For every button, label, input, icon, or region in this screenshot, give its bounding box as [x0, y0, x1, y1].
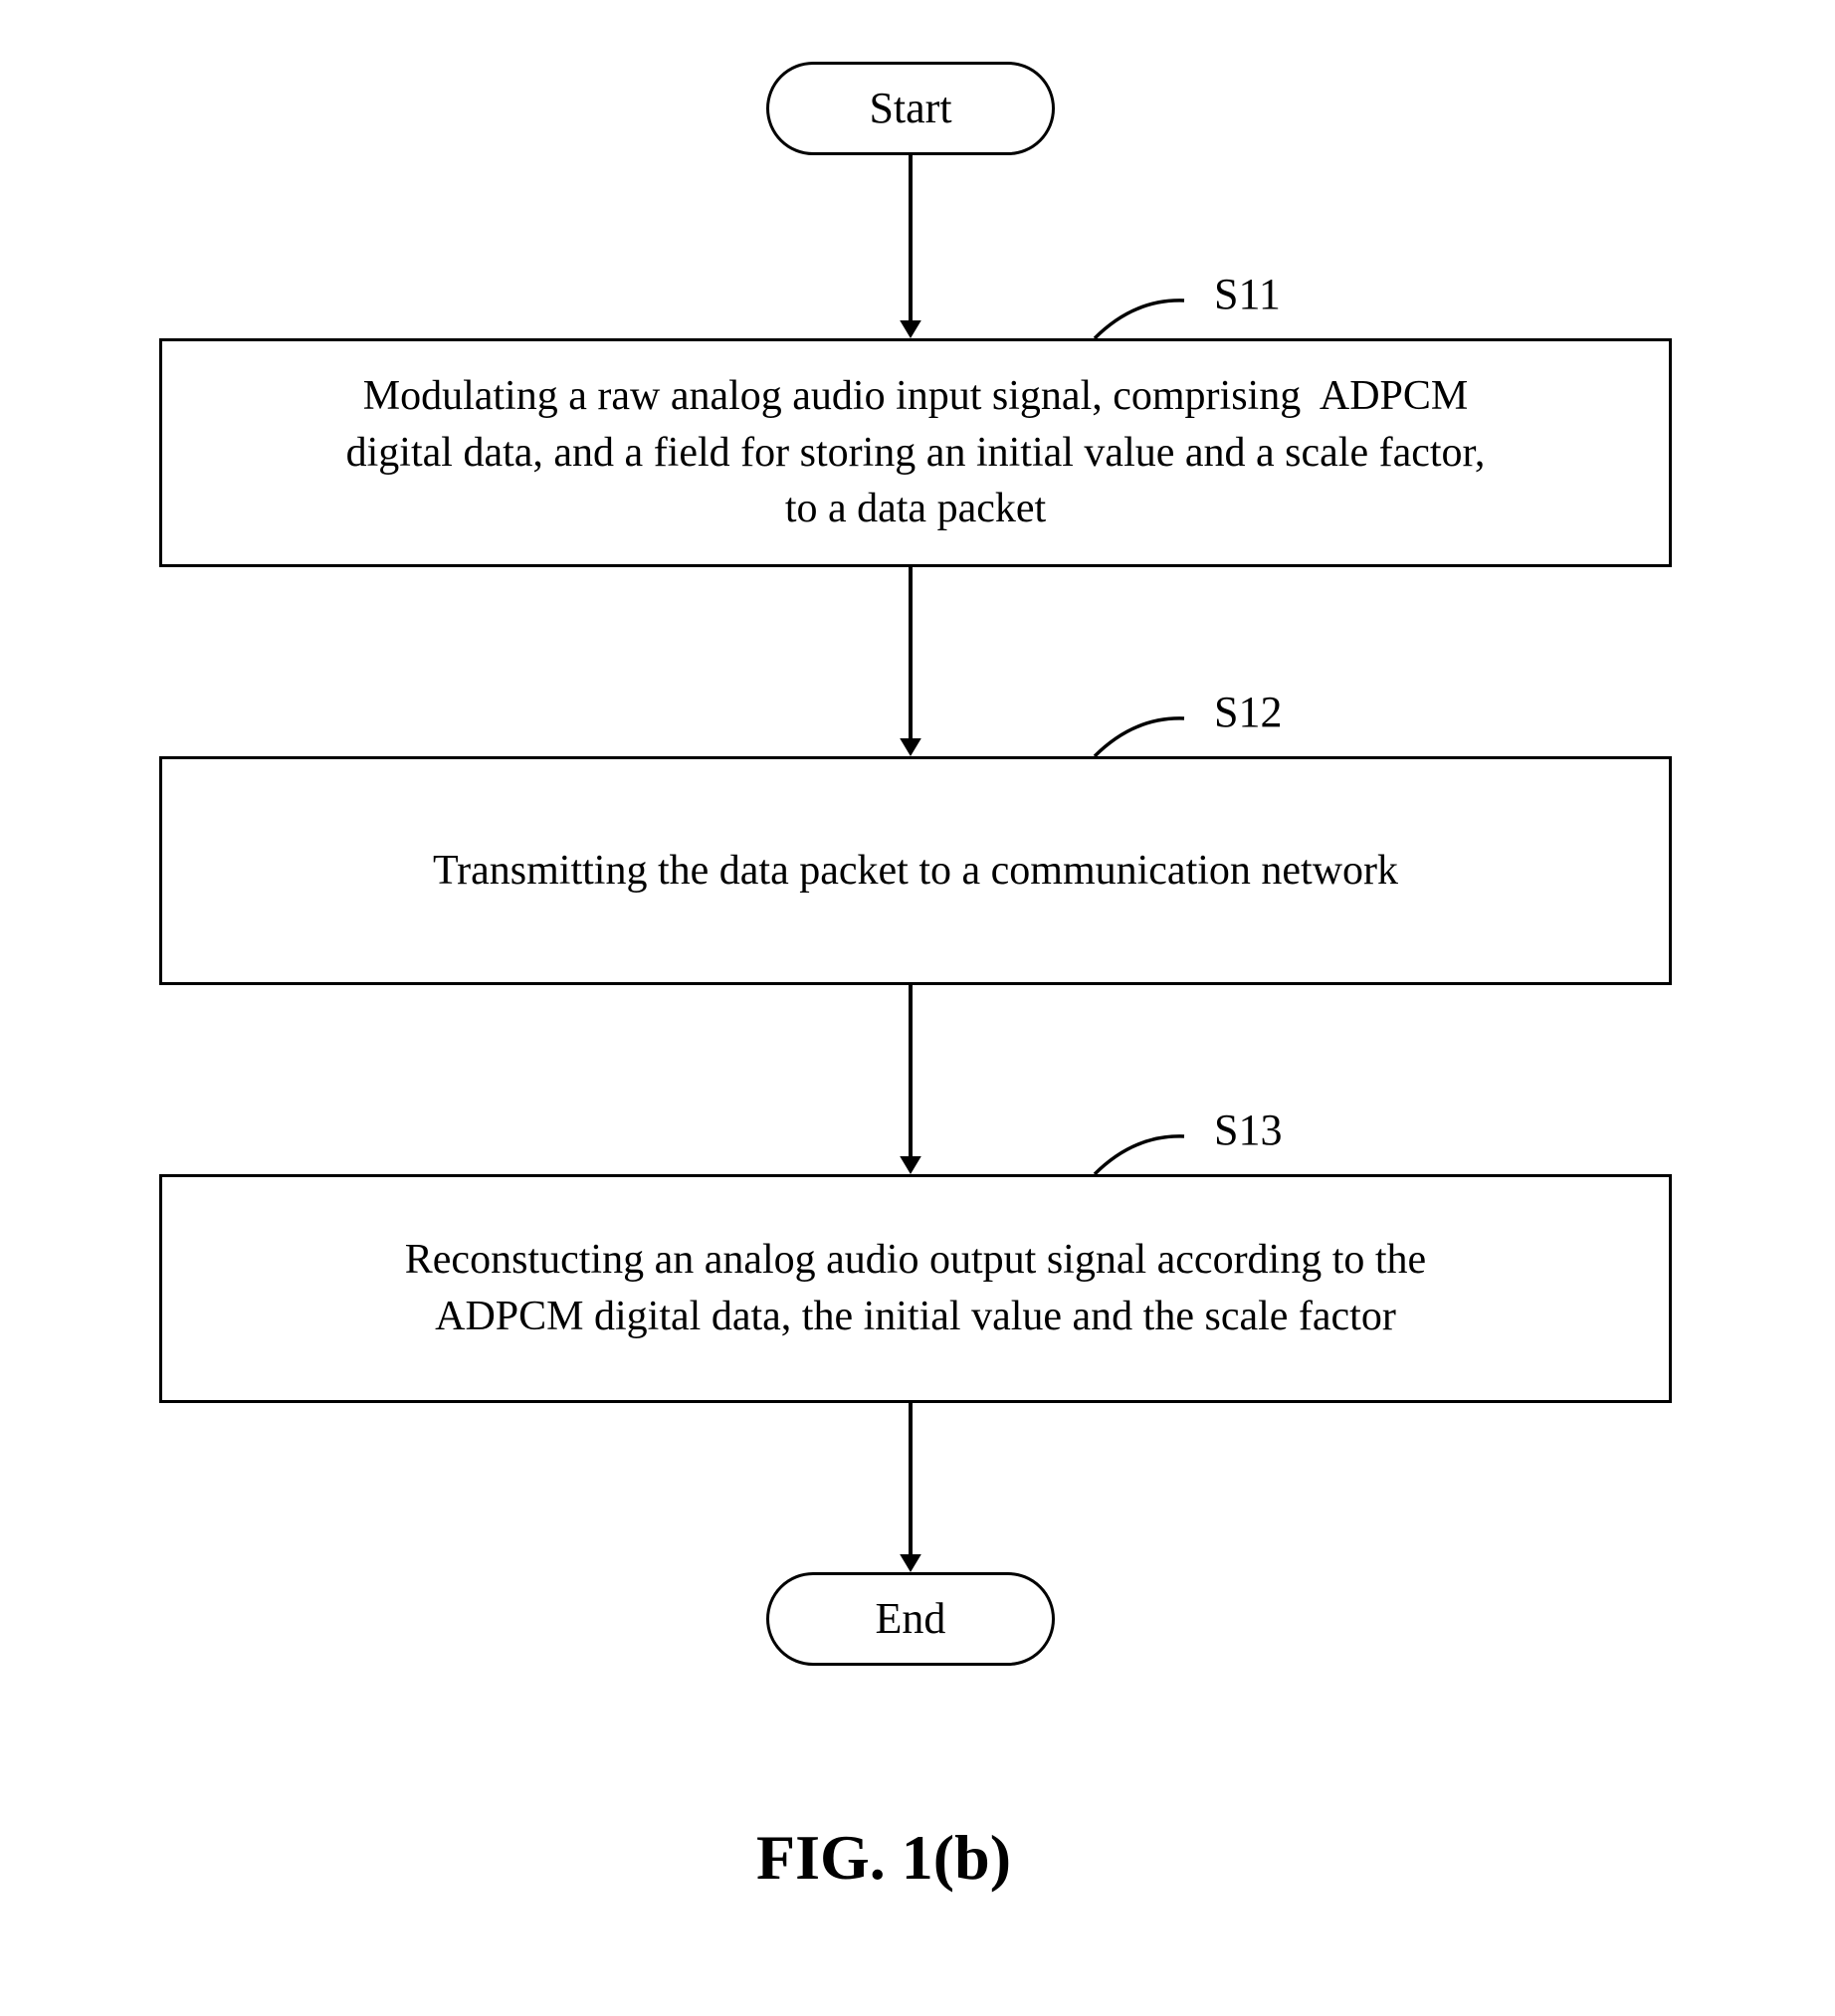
terminal-end-label: End: [876, 1589, 946, 1648]
flowchart-canvas: Start Modulating a raw analog audio inpu…: [0, 0, 1835, 2016]
process-step-s13: Reconstucting an analog audio output sig…: [159, 1174, 1672, 1403]
process-step-s11: Modulating a raw analog audio input sign…: [159, 338, 1672, 567]
step-label-s12: S12: [1214, 687, 1282, 737]
process-step-s12-text: Transmitting the data packet to a commun…: [433, 843, 1398, 900]
step-label-s11: S11: [1214, 269, 1281, 319]
process-step-s11-text: Modulating a raw analog audio input sign…: [346, 368, 1486, 537]
figure-title: FIG. 1(b): [756, 1821, 1011, 1895]
process-step-s13-text: Reconstucting an analog audio output sig…: [405, 1232, 1426, 1344]
flow-arrows: [0, 0, 1835, 2016]
terminal-start-label: Start: [869, 79, 951, 137]
step-label-s13: S13: [1214, 1105, 1282, 1155]
process-step-s12: Transmitting the data packet to a commun…: [159, 756, 1672, 985]
terminal-start: Start: [766, 62, 1055, 155]
terminal-end: End: [766, 1572, 1055, 1666]
